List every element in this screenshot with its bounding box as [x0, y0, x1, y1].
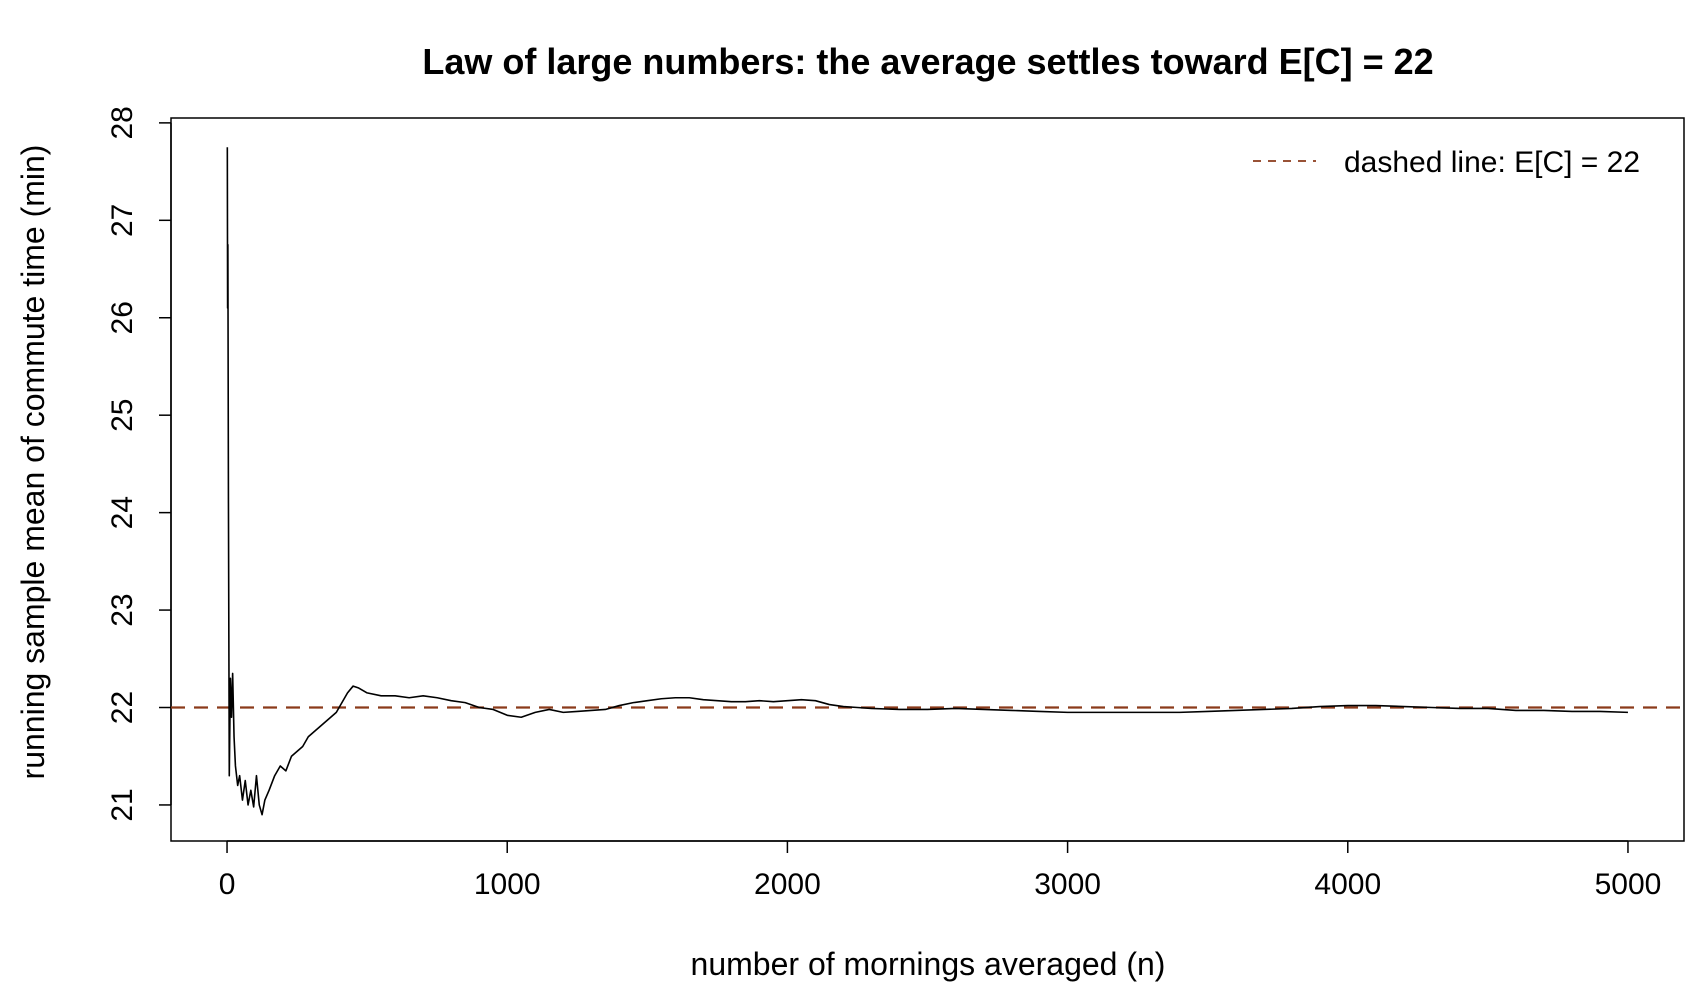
running-mean-line	[226, 147, 1628, 816]
x-tick-label: 4000	[1314, 868, 1381, 901]
y-tick-label: 21	[106, 788, 139, 821]
y-tick-label: 27	[106, 204, 139, 237]
y-axis: 21 22 23 24 25 26 27 28	[106, 106, 172, 822]
x-axis-label: number of mornings averaged (n)	[691, 946, 1166, 982]
y-tick-label: 25	[106, 399, 139, 432]
y-tick-label: 23	[106, 593, 139, 626]
legend-label: dashed line: E[C] = 22	[1344, 146, 1640, 179]
x-tick-label: 5000	[1595, 868, 1662, 901]
x-tick-label: 0	[219, 868, 236, 901]
y-tick-label: 26	[106, 301, 139, 334]
x-axis: 0 1000 2000 3000 4000 5000	[219, 840, 1662, 901]
y-tick-label: 22	[106, 691, 139, 724]
x-tick-label: 1000	[474, 868, 541, 901]
y-tick-label: 28	[106, 106, 139, 139]
plot-frame	[170, 117, 1685, 842]
chart-title: Law of large numbers: the average settle…	[422, 41, 1433, 82]
y-tick-label: 24	[106, 496, 139, 529]
legend: dashed line: E[C] = 22	[1253, 146, 1640, 179]
y-axis-label: running sample mean of commute time (min…	[15, 145, 51, 780]
x-tick-label: 3000	[1034, 868, 1101, 901]
x-tick-label: 2000	[754, 868, 821, 901]
